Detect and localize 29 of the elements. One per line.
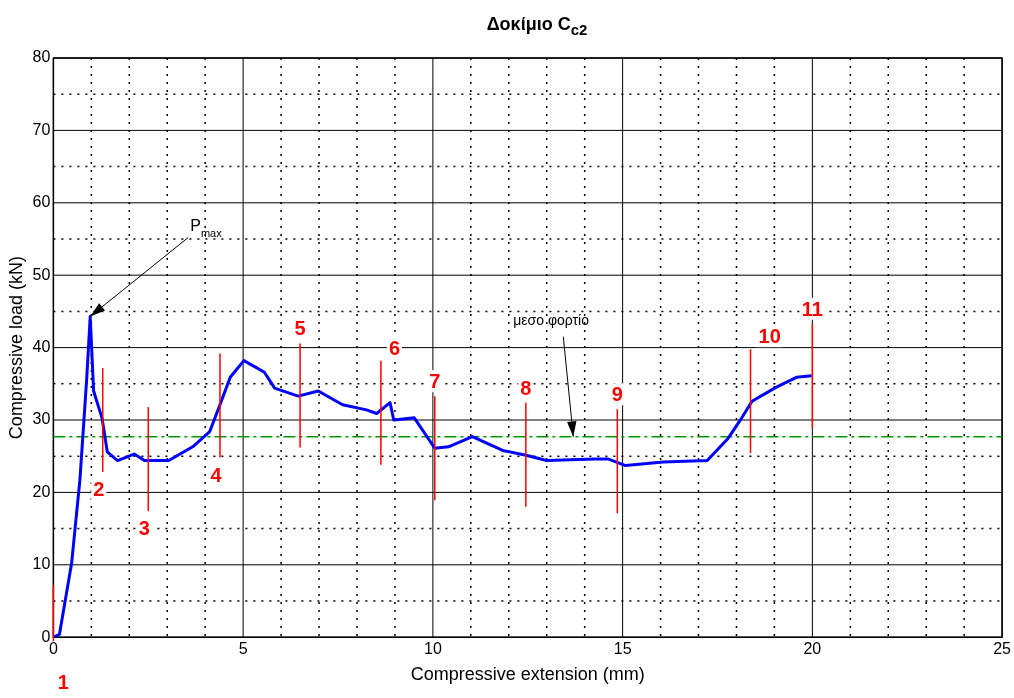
x-tick-label: 10 (423, 640, 442, 658)
annotation: 1 (57, 671, 69, 694)
y-tick-label: 80 (32, 48, 51, 66)
x-axis-title: Compressive extension (mm) (410, 664, 645, 685)
x-tick-label: 20 (803, 640, 822, 658)
x-tick-label: 15 (613, 640, 632, 658)
x-tick-label: 25 (993, 640, 1012, 658)
annotation: 10 (758, 325, 781, 348)
annotation: 5 (294, 317, 306, 340)
annotation: 11 (801, 297, 823, 320)
y-tick-label: 70 (32, 120, 51, 138)
annotation: 8 (520, 376, 532, 399)
annotation: 2 (93, 478, 105, 500)
annotation: 7 (429, 370, 441, 393)
y-tick-label: 0 (41, 627, 51, 645)
y-axis-title: Compressive load (kN) (5, 256, 26, 440)
y-tick-label: 50 (32, 265, 51, 283)
y-tick-label: 40 (32, 338, 51, 356)
x-tick-label: 5 (238, 640, 248, 658)
annotation: 4 (210, 463, 223, 486)
y-tick-label: 10 (32, 555, 51, 573)
annotation: μεσο φορτίο (513, 311, 590, 328)
y-tick-label: 60 (32, 193, 51, 211)
annotation: 9 (611, 383, 623, 406)
y-tick-label: 30 (32, 410, 51, 428)
annotation: 6 (388, 336, 401, 359)
chart-title: Δοκίμιο C$_{c2}$ (485, 14, 589, 38)
annotation: 3 (138, 517, 150, 540)
y-tick-label: 20 (32, 482, 51, 500)
